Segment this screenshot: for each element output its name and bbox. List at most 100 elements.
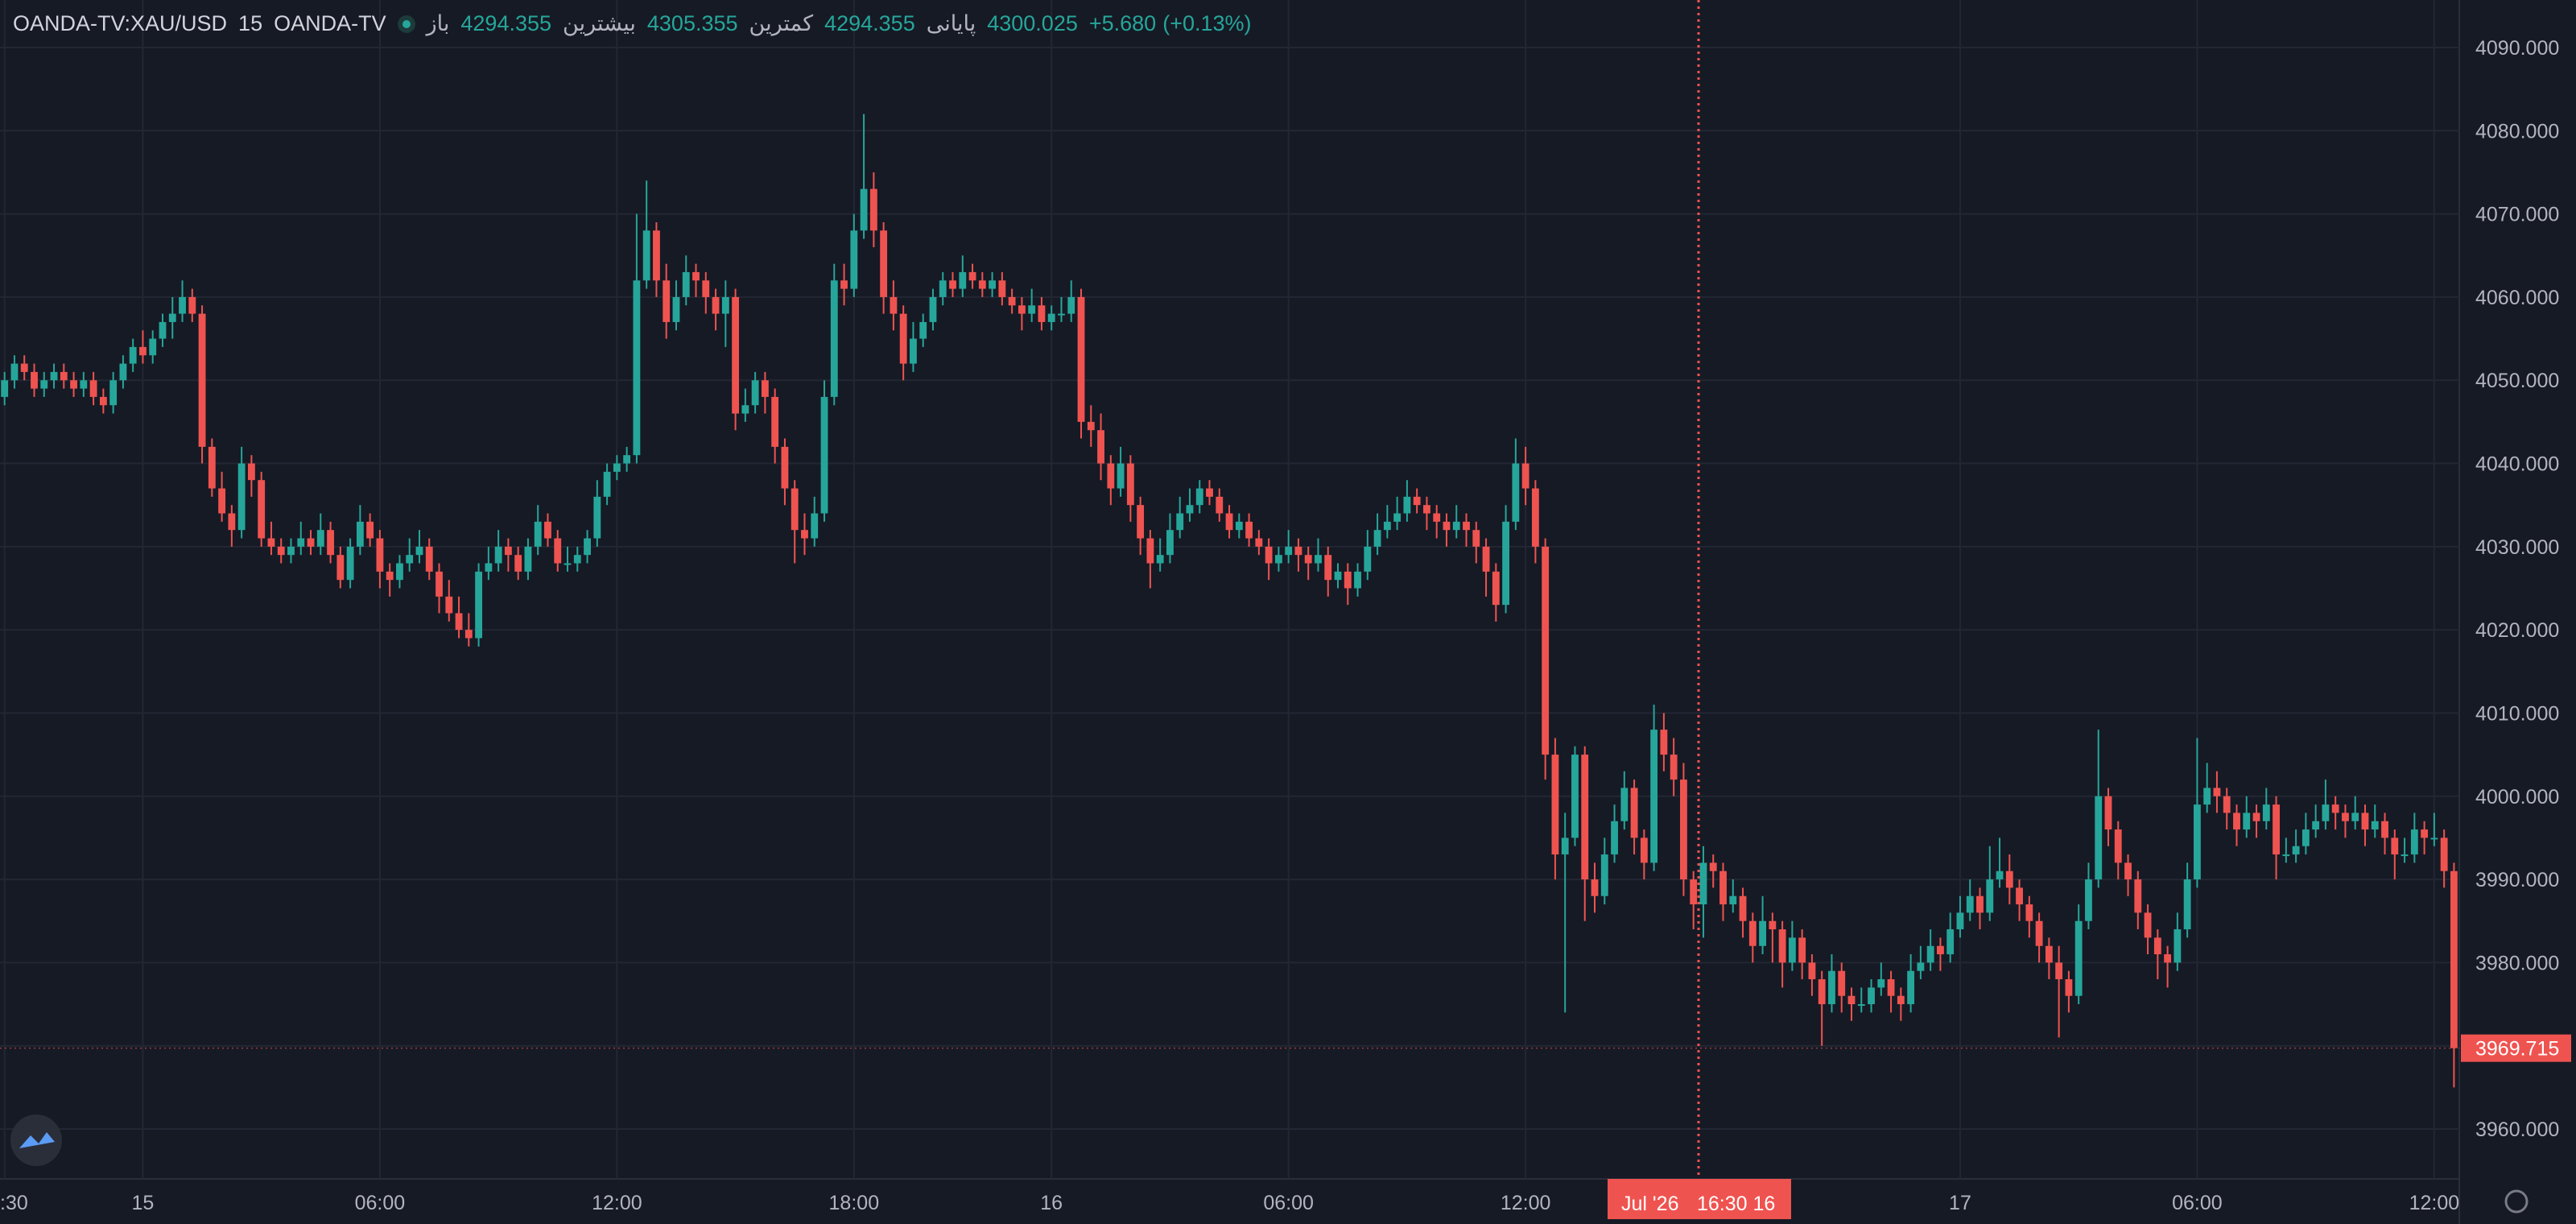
candle-body [2361,813,2369,830]
interval[interactable]: 15 [238,11,263,35]
candle-body [2035,920,2043,946]
candle-body [89,380,97,397]
candle-body [2342,813,2349,821]
candle-body [2104,796,2112,830]
candle-body [1265,546,1273,564]
candle-body [1403,496,1411,514]
candle-body [2391,837,2399,855]
candle-body [139,346,147,356]
candle-body [564,563,572,565]
high-value: 4305.355 [646,11,738,35]
candle-body [386,571,394,581]
candle-body [840,280,848,289]
y-tick-label: 4080.000 [2475,120,2559,143]
candle-body [653,230,660,281]
candle-body [267,538,275,547]
source: OANDA-TV [274,11,386,35]
candle-body [2322,804,2330,821]
candle-body [1344,571,1352,589]
candle-body [682,271,690,297]
candle-body [880,230,888,297]
candle-body [910,338,917,364]
candle-body [188,296,196,314]
y-tick-label: 4030.000 [2475,536,2559,559]
candle-body [1956,912,1964,930]
x-tick-label: 18:00 [829,1192,880,1214]
candle-body [2074,920,2083,996]
x-tick-label: 06:00 [2172,1192,2223,1214]
candle-body [1630,788,1638,838]
candle-body [1255,538,1263,547]
candle-body [1245,521,1253,539]
candle-body [1393,513,1402,522]
logo-button[interactable] [10,1114,62,1166]
candle-body [712,296,720,314]
candle-body [10,363,19,381]
y-tick-label: 4090.000 [2475,37,2559,60]
candle-body [494,546,502,564]
candle-body [2153,937,2161,955]
candle-body [1748,920,1757,946]
x-tick-label: 12:00 [1501,1192,1551,1214]
candle-body [544,521,551,539]
candle-body [1334,571,1342,581]
x-tick-label: 06:00 [1263,1192,1314,1214]
candle-body [1877,979,1885,988]
candle-body [40,380,48,389]
x-tick-label: 12:00 [592,1192,642,1214]
candle-body [297,538,305,547]
candle-body [2421,829,2429,838]
candle-body [218,488,226,514]
candle-body [1759,920,1766,946]
candle-body [208,446,216,489]
candle-body [919,321,927,339]
candle-body [514,555,522,572]
candle-body [554,538,562,564]
candle-body [2301,829,2310,846]
candle-body [781,446,789,489]
candle-body [1285,546,1293,556]
candle-body [316,530,324,547]
y-tick-label: 4060.000 [2475,287,2559,309]
x-tick-label: 06:00 [355,1192,406,1214]
candle-body [692,271,700,281]
candle-body [860,188,868,231]
candle-body [732,296,740,414]
settings-button[interactable] [2504,1189,2529,1214]
crosshair-time: 16:30 16 [1697,1193,1775,1215]
candle-body [50,371,58,381]
candle-body [771,396,779,447]
candle-body [1660,730,1668,755]
candle-body [1294,546,1302,556]
candle-body [2273,804,2280,855]
candle-body [998,280,1006,297]
candle-body [929,296,937,322]
candle-body [396,563,403,581]
candle-body [761,380,769,397]
candle-body [2045,945,2053,963]
candle-body [2243,813,2251,830]
candle-body [31,371,38,389]
candle-body [1097,430,1104,464]
candle-body [1274,555,1282,564]
x-tick-label: 15 [132,1192,155,1214]
candle-body [1996,870,2004,880]
candle-body [237,463,246,531]
candle-body [1857,1004,1865,1007]
last-price-box [2461,1034,2571,1062]
candle-body [1324,555,1332,581]
candle-body [672,296,680,322]
last-price-label: 3969.715 [2475,1038,2559,1061]
symbol[interactable]: OANDA-TV:XAU/USD [13,11,228,35]
candle-body [1018,305,1026,314]
candle-body [2312,821,2320,830]
x-tick-label: 12:00 [2409,1192,2460,1214]
candle-body [830,280,838,397]
candle-body [1452,521,1460,531]
candle-body [524,546,532,572]
x-tick-label: 16 [1040,1192,1063,1214]
candle-body [2381,821,2388,838]
candle-body [1531,488,1539,547]
